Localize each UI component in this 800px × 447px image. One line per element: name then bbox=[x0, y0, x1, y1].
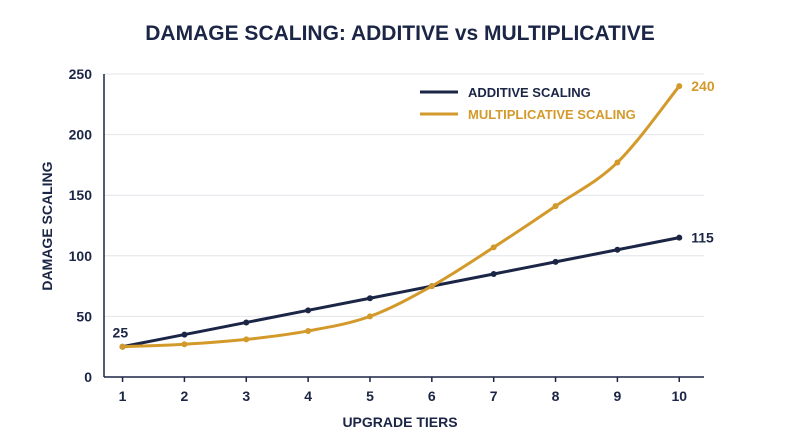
grid-lines bbox=[104, 73, 704, 317]
data-point bbox=[490, 244, 497, 251]
x-tick-label: 7 bbox=[490, 388, 498, 404]
axes: 0 50 100 150 200 250 1 2 3 4 5 6 7 8 9 10 bbox=[69, 66, 704, 404]
data-point bbox=[243, 336, 250, 343]
x-axis-title: UPGRADE TIERS bbox=[342, 414, 457, 430]
x-tick-label: 8 bbox=[552, 388, 560, 404]
legend: ADDITIVE SCALING MULTIPLICATIVE SCALING bbox=[420, 85, 636, 122]
x-tick-label: 3 bbox=[242, 388, 250, 404]
y-tick-label: 200 bbox=[69, 127, 93, 143]
data-point bbox=[676, 234, 683, 241]
x-tick-label: 9 bbox=[614, 388, 622, 404]
y-axis-title: DAMAGE SCALING bbox=[39, 161, 55, 290]
data-point bbox=[428, 283, 435, 290]
y-tick-label: 150 bbox=[69, 187, 93, 203]
x-tick-label: 10 bbox=[671, 388, 687, 404]
x-tick-label: 6 bbox=[428, 388, 436, 404]
data-point bbox=[366, 313, 373, 320]
data-point bbox=[119, 343, 126, 350]
data-point bbox=[366, 295, 373, 302]
data-point bbox=[490, 270, 497, 277]
series-line-additive bbox=[121, 236, 681, 349]
data-point bbox=[181, 341, 188, 348]
x-tick-label: 4 bbox=[304, 388, 312, 404]
y-tick-label: 0 bbox=[84, 369, 92, 385]
data-point bbox=[552, 258, 559, 265]
data-point bbox=[305, 307, 312, 314]
x-tick-label: 1 bbox=[119, 388, 127, 404]
data-point bbox=[305, 327, 312, 334]
series-line-multiplicative bbox=[121, 84, 681, 349]
series-lines: 25 115 240 bbox=[113, 78, 715, 350]
data-point bbox=[243, 319, 250, 326]
data-point bbox=[676, 83, 683, 90]
y-tick-label: 250 bbox=[69, 66, 93, 82]
data-point bbox=[552, 203, 559, 210]
legend-label: ADDITIVE SCALING bbox=[468, 85, 591, 100]
data-label: 25 bbox=[113, 325, 129, 341]
x-tick-label: 5 bbox=[366, 388, 374, 404]
data-label: 115 bbox=[691, 230, 714, 246]
y-tick-label: 50 bbox=[76, 308, 92, 324]
data-label: 240 bbox=[691, 78, 715, 94]
data-point bbox=[614, 246, 621, 253]
x-tick-label: 2 bbox=[181, 388, 189, 404]
data-point bbox=[614, 159, 621, 166]
chart-title: DAMAGE SCALING: ADDITIVE vs MULTIPLICATI… bbox=[145, 22, 654, 45]
legend-label: MULTIPLICATIVE SCALING bbox=[468, 107, 636, 122]
y-tick-label: 100 bbox=[69, 248, 93, 264]
data-point bbox=[181, 331, 188, 338]
